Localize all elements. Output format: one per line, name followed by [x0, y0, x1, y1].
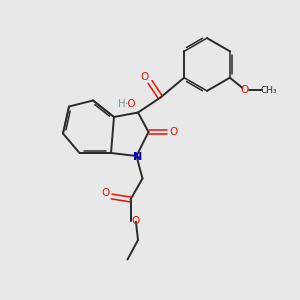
Text: N: N — [133, 152, 142, 163]
Text: O: O — [101, 188, 109, 198]
Text: CH₃: CH₃ — [261, 86, 277, 95]
Text: ·O: ·O — [125, 99, 136, 109]
Text: O: O — [169, 127, 178, 137]
Text: H: H — [118, 99, 125, 109]
Text: O: O — [132, 215, 140, 226]
Text: O: O — [141, 71, 149, 82]
Text: O: O — [241, 85, 249, 95]
